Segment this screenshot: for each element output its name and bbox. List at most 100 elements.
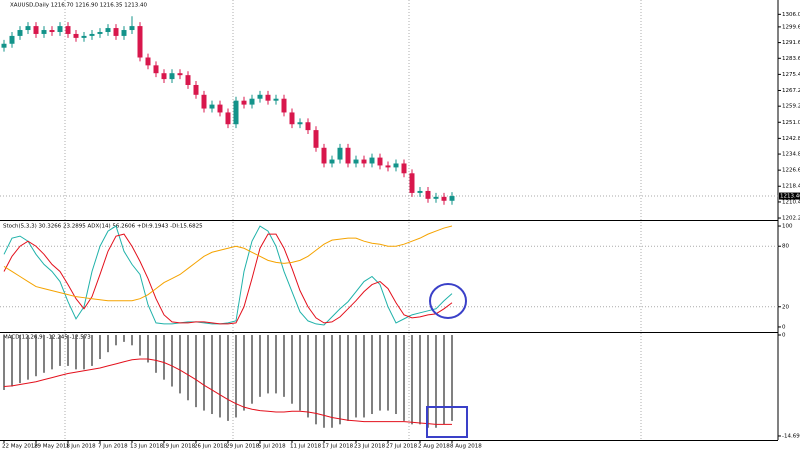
y-tick-label: 1242.80 bbox=[782, 136, 800, 142]
candle-body bbox=[97, 31, 103, 34]
x-tick-label: 26 Jun 2018 bbox=[194, 444, 228, 450]
y-tick-label: 80 bbox=[782, 244, 789, 250]
candle-body bbox=[169, 73, 175, 80]
candle-body bbox=[113, 28, 119, 36]
stoch-title: Stoch(5,3,3) 30.3266 23.2895 ADX(14) 56.… bbox=[3, 224, 203, 230]
candle-body bbox=[329, 159, 335, 164]
x-tick-label: 22 May 2018 bbox=[2, 444, 38, 450]
highlight-box bbox=[426, 406, 468, 438]
y-tick-label: 1251.00 bbox=[782, 120, 800, 126]
candle-body bbox=[145, 57, 151, 66]
y-tick-label: 1306.00 bbox=[782, 12, 800, 18]
x-tick-label: 27 Jul 2018 bbox=[386, 444, 418, 450]
candle-body bbox=[73, 33, 79, 38]
x-tick-label: 2 Aug 2018 bbox=[418, 444, 450, 450]
candle-body bbox=[449, 196, 455, 201]
candle-body bbox=[49, 30, 55, 32]
indicator-line bbox=[3, 225, 453, 302]
candle-body bbox=[137, 26, 143, 58]
candle-body bbox=[33, 26, 39, 34]
candle-body bbox=[177, 73, 183, 76]
candle-body bbox=[161, 73, 167, 80]
candle-body bbox=[129, 26, 135, 31]
candle-body bbox=[313, 130, 319, 148]
y-tick-label: 1283.60 bbox=[782, 56, 800, 62]
candle-body bbox=[361, 159, 367, 164]
x-tick-label: 5 Jul 2018 bbox=[258, 444, 286, 450]
macd-title: MACD(12,26,9) -12.245 -12.573 bbox=[3, 335, 91, 341]
x-tick-label: 8 Aug 2018 bbox=[450, 444, 482, 450]
candle-body bbox=[265, 94, 271, 101]
candle-body bbox=[257, 94, 263, 99]
signal-line bbox=[3, 358, 452, 425]
candle-body bbox=[273, 98, 279, 101]
candle-body bbox=[425, 190, 431, 199]
candle-body bbox=[57, 26, 63, 32]
y-tick-label: -14.695 bbox=[782, 433, 800, 439]
candle-body bbox=[337, 147, 343, 160]
candle-body bbox=[217, 104, 223, 113]
y-tick-label: 1218.40 bbox=[782, 184, 800, 190]
y-tick-label: 1202.20 bbox=[782, 216, 800, 222]
x-tick-label: 23 Jul 2018 bbox=[354, 444, 386, 450]
x-tick-label: 13 Jun 2018 bbox=[130, 444, 164, 450]
candle-body bbox=[441, 196, 447, 201]
y-tick-label: 1210.40 bbox=[782, 199, 800, 205]
candle-body bbox=[345, 147, 351, 164]
y-tick-label: 0 bbox=[782, 332, 786, 338]
x-tick-label: 17 Jul 2018 bbox=[322, 444, 354, 450]
x-tick-label: 29 Jun 2018 bbox=[226, 444, 260, 450]
y-tick-label: 0 bbox=[782, 324, 786, 330]
y-tick-label: 1267.20 bbox=[782, 88, 800, 94]
candle-body bbox=[121, 30, 127, 36]
x-tick-label: 29 May 2018 bbox=[34, 444, 70, 450]
candle-body bbox=[9, 35, 15, 44]
x-tick-label: 19 Jun 2018 bbox=[162, 444, 196, 450]
candle-body bbox=[209, 104, 215, 109]
candle-body bbox=[297, 122, 303, 125]
candle-body bbox=[377, 157, 383, 166]
y-tick-label: 1299.60 bbox=[782, 24, 800, 30]
y-tick-label: 1275.40 bbox=[782, 72, 800, 78]
candle-body bbox=[417, 190, 423, 193]
panel-frame bbox=[0, 0, 779, 441]
y-tick-label: 1226.60 bbox=[782, 168, 800, 174]
candle-body bbox=[409, 173, 415, 193]
candle-body bbox=[289, 112, 295, 125]
x-tick-label: 7 Jun 2018 bbox=[98, 444, 128, 450]
candle-body bbox=[193, 84, 199, 95]
y-tick-label: 20 bbox=[782, 304, 789, 310]
candle-body bbox=[153, 65, 159, 74]
candle-body bbox=[105, 28, 111, 32]
candle-body bbox=[225, 112, 231, 125]
candle-body bbox=[233, 100, 239, 125]
candle-body bbox=[353, 159, 359, 164]
candle-body bbox=[89, 33, 95, 36]
x-tick-label: 11 Jul 2018 bbox=[290, 444, 322, 450]
candle-body bbox=[25, 26, 31, 31]
indicator-line bbox=[3, 233, 453, 325]
y-tick-label: 1234.80 bbox=[782, 152, 800, 158]
candle-body bbox=[241, 100, 247, 105]
x-tick-label: 1 Jun 2018 bbox=[66, 444, 96, 450]
candle-body bbox=[249, 98, 255, 105]
candle-body bbox=[433, 196, 439, 199]
last-price-box bbox=[779, 192, 800, 200]
candle-body bbox=[385, 165, 391, 168]
candle-body bbox=[281, 98, 287, 113]
candle-body bbox=[185, 75, 191, 85]
y-tick-label: 1291.60 bbox=[782, 40, 800, 46]
y-tick-label: 1259.20 bbox=[782, 104, 800, 110]
candle-body bbox=[41, 30, 47, 34]
indicator-line bbox=[3, 225, 453, 326]
last-price-label: 1213.40 bbox=[780, 194, 800, 200]
highlight-circle bbox=[429, 283, 467, 319]
candle-body bbox=[17, 30, 23, 36]
y-tick-label: 100 bbox=[782, 224, 793, 230]
candle-body bbox=[369, 157, 375, 164]
candle-body bbox=[401, 163, 407, 174]
period-separators bbox=[64, 0, 642, 440]
candle-body bbox=[1, 43, 7, 48]
